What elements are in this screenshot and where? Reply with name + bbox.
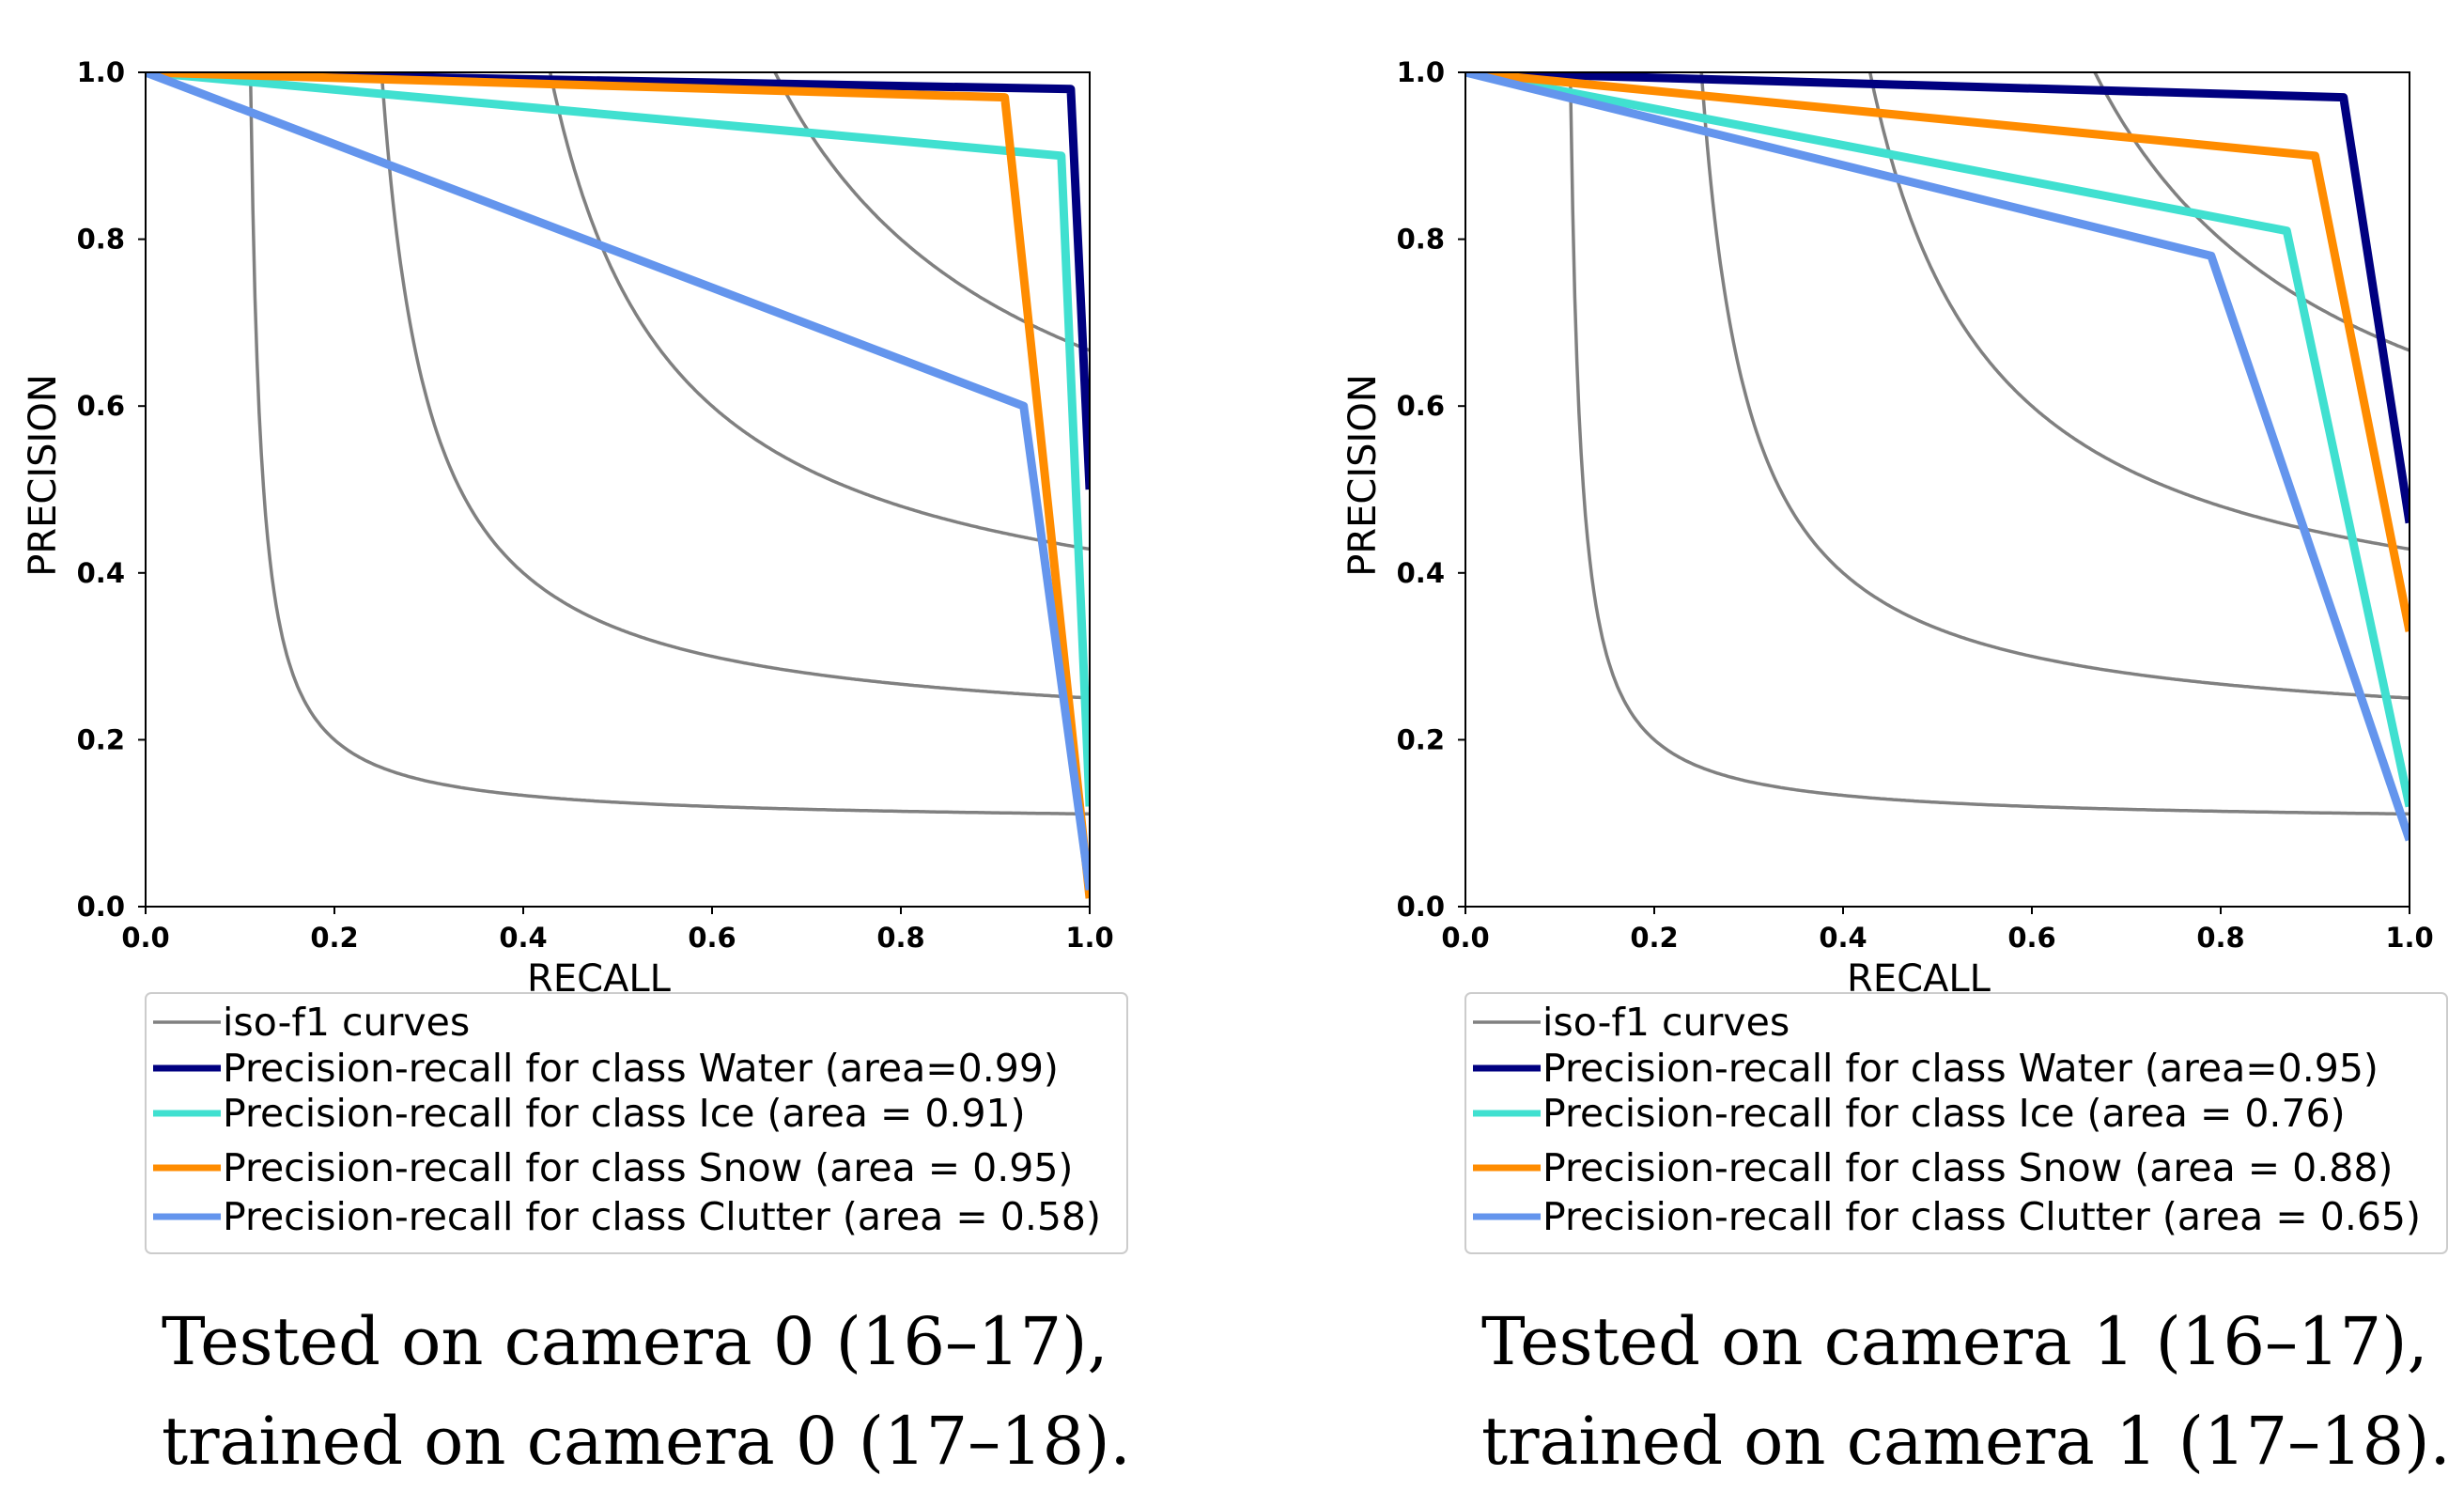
y-tick-label: 0.6 <box>77 390 125 422</box>
caption-line-2: trained on camera 1 (17–18). <box>1481 1403 2451 1480</box>
x-tick-label: 0.0 <box>1441 922 1489 954</box>
x-tick-label: 0.4 <box>499 922 547 954</box>
x-tick-label: 0.2 <box>310 922 358 954</box>
legend-entry: iso-f1 curves <box>1542 1000 1790 1045</box>
iso-f1-curve <box>1699 72 2410 700</box>
x-tick-label: 1.0 <box>2385 922 2433 954</box>
legend-entry: iso-f1 curves <box>223 1000 470 1045</box>
iso-f1-curve <box>248 72 1090 816</box>
y-tick-label: 0.2 <box>77 723 125 755</box>
plot-frame <box>1464 71 2410 908</box>
pr-series <box>146 72 1090 899</box>
legend-entry: Precision-recall for class Snow (area = … <box>1542 1145 2393 1190</box>
x-tick-label: 0.6 <box>2007 922 2055 954</box>
iso-f1-curve <box>380 72 1090 700</box>
chart-panel-1: 0.0 0.2 0.4 0.6 0.8 1.00.00.20.40.60.81.0RECA… <box>1341 56 2451 1480</box>
iso-f1-curves <box>248 72 1090 816</box>
legend-box <box>145 992 1128 1254</box>
x-tick-label: 0.8 <box>2196 922 2244 954</box>
caption-line-1: Tested on camera 0 (16–17), <box>162 1303 1108 1380</box>
series-line-(area <box>146 72 1090 807</box>
legend-entry: Precision-recall for class Clutter (area… <box>223 1194 1101 1239</box>
iso-f1-curve <box>1568 72 2410 816</box>
y-axis-label: PRECISION <box>22 374 65 577</box>
legend-entry: Precision-recall for class Water (area=0… <box>1542 1046 2379 1091</box>
y-tick-label: 0.0 <box>77 891 125 923</box>
y-tick-label: 1.0 <box>1397 56 1445 88</box>
series-line-(area <box>146 72 1090 891</box>
x-tick-label: 0.2 <box>1630 922 1678 954</box>
caption-line-2: trained on camera 0 (17–18). <box>162 1403 1131 1480</box>
legend-entry: Precision-recall for class Water (area=0… <box>223 1046 1059 1091</box>
y-tick-label: 0.0 <box>1397 891 1445 923</box>
series-line-(area <box>1465 72 2410 842</box>
iso-f1-curve <box>773 72 1090 352</box>
legend-entry: Precision-recall for class Ice (area = 0… <box>1542 1091 2346 1136</box>
y-tick-label: 1.0 <box>77 56 125 88</box>
x-tick-label: 1.0 <box>1065 922 1113 954</box>
pr-series <box>1465 72 2410 842</box>
series-line-(area <box>1465 72 2410 632</box>
caption-line-1: Tested on camera 1 (16–17), <box>1481 1303 2428 1380</box>
legend-entry: Precision-recall for class Clutter (area… <box>1542 1194 2421 1239</box>
y-tick-label: 0.4 <box>77 557 125 589</box>
legend-entry: Precision-recall for class Snow (area = … <box>223 1145 1073 1190</box>
y-tick-label: 0.4 <box>1397 557 1445 589</box>
series-line-(area=0.95) <box>1465 72 2410 524</box>
chart-panel-0: 0.0 0.2 0.4 0.6 0.8 1.00.00.20.40.60.81.0RECA… <box>22 56 1131 1480</box>
y-tick-label: 0.8 <box>77 224 125 256</box>
series-line-(area <box>146 72 1090 899</box>
legend-entry: Precision-recall for class Ice (area = 0… <box>223 1091 1026 1136</box>
iso-f1-curve <box>2093 72 2410 352</box>
plot-frame <box>145 71 1091 908</box>
series-line-(area <box>1465 72 2410 808</box>
y-tick-label: 0.6 <box>1397 390 1445 422</box>
legend-box <box>1464 992 2448 1254</box>
x-tick-label: 0.6 <box>688 922 736 954</box>
x-tick-label: 0.4 <box>1819 922 1867 954</box>
x-tick-label: 0.8 <box>876 922 924 954</box>
iso-f1-curve <box>548 72 1090 551</box>
y-tick-label: 0.8 <box>1397 224 1445 256</box>
y-tick-label: 0.2 <box>1397 723 1445 755</box>
y-axis-label: PRECISION <box>1341 374 1385 577</box>
x-tick-label: 0.0 <box>121 922 169 954</box>
